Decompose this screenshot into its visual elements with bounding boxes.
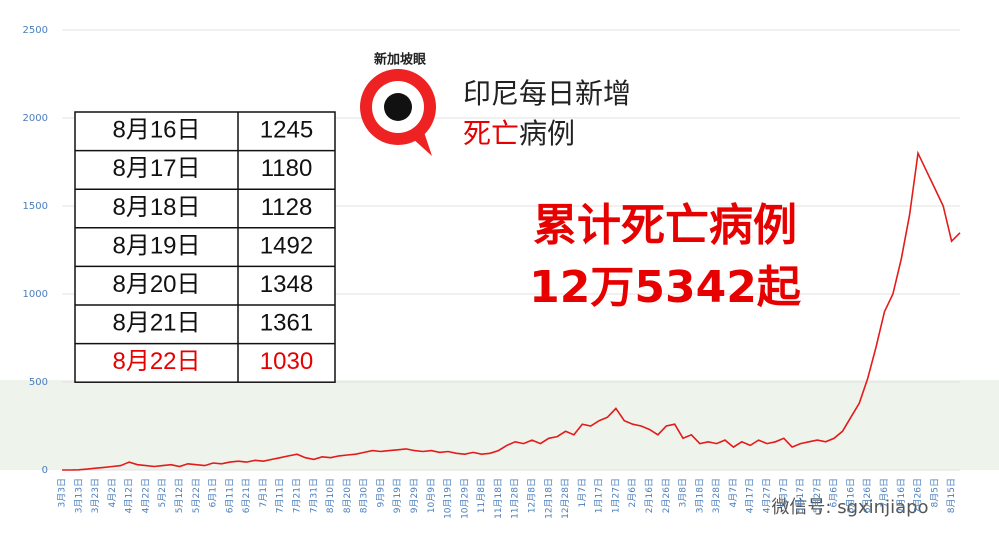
y-tick-label: 2500 bbox=[23, 25, 48, 36]
x-tick-label: 9月9日 bbox=[375, 478, 386, 507]
x-tick-label: 6月26日 bbox=[862, 478, 873, 513]
table-cell: 1361 bbox=[260, 310, 313, 337]
x-tick-label: 5月7日 bbox=[778, 478, 789, 507]
x-tick-label: 12月8日 bbox=[526, 478, 537, 513]
table-cell: 8月16日 bbox=[112, 117, 200, 144]
table-cell: 1492 bbox=[260, 232, 313, 259]
logo-tail bbox=[412, 132, 432, 156]
x-tick-label: 10月29日 bbox=[459, 478, 470, 519]
y-tick-label: 1000 bbox=[23, 289, 48, 300]
x-tick-label: 5月2日 bbox=[157, 478, 168, 507]
background-scenery bbox=[0, 380, 999, 470]
x-tick-label: 8月30日 bbox=[359, 478, 370, 513]
x-tick-label: 3月18日 bbox=[694, 478, 705, 513]
x-tick-label: 7月31日 bbox=[308, 478, 319, 513]
x-tick-label: 9月19日 bbox=[392, 478, 403, 513]
watermark: 微信号: sgxinjiapo bbox=[771, 497, 928, 518]
x-tick-label: 12月28日 bbox=[560, 478, 571, 519]
table-cell: 8月18日 bbox=[112, 194, 200, 221]
table-cell: 1348 bbox=[260, 271, 313, 298]
title-part: 病例 bbox=[519, 117, 575, 150]
logo: 新加坡眼 bbox=[360, 52, 436, 156]
x-tick-label: 10月19日 bbox=[443, 478, 454, 519]
x-tick-label: 5月12日 bbox=[174, 478, 185, 513]
x-tick-label: 1月17日 bbox=[594, 478, 605, 513]
x-tick-label: 2月16日 bbox=[644, 478, 655, 513]
headline: 累计死亡病例 bbox=[533, 200, 797, 251]
x-tick-label: 4月27日 bbox=[761, 478, 772, 513]
x-tick-label: 3月23日 bbox=[90, 478, 101, 513]
x-tick-label: 3月28日 bbox=[711, 478, 722, 513]
x-tick-label: 3月13日 bbox=[73, 478, 84, 513]
logo-text: 新加坡眼 bbox=[374, 52, 427, 68]
x-tick-label: 11月18日 bbox=[493, 478, 504, 519]
table-cell: 1128 bbox=[261, 194, 313, 221]
x-tick-label: 8月20日 bbox=[342, 478, 353, 513]
x-tick-label: 4月22日 bbox=[140, 478, 151, 513]
x-tick-label: 7月21日 bbox=[291, 478, 302, 513]
y-tick-label: 500 bbox=[29, 377, 48, 388]
x-tick-label: 6月6日 bbox=[829, 478, 840, 507]
table-background bbox=[74, 111, 336, 383]
y-tick-label: 2000 bbox=[23, 113, 48, 124]
x-tick-label: 4月2日 bbox=[107, 478, 118, 507]
x-tick-label: 11月8日 bbox=[476, 478, 487, 513]
x-tick-label: 8月10日 bbox=[325, 478, 336, 513]
x-tick-label: 4月12日 bbox=[124, 478, 135, 513]
x-tick-label: 7月26日 bbox=[913, 478, 924, 513]
table-cell: 1030 bbox=[260, 348, 313, 375]
x-tick-label: 3月8日 bbox=[678, 478, 689, 507]
x-tick-label: 9月29日 bbox=[409, 478, 420, 513]
table-cell: 8月20日 bbox=[112, 271, 200, 298]
x-tick-label: 12月18日 bbox=[543, 478, 554, 519]
x-tick-label: 11月28日 bbox=[510, 478, 521, 519]
title: 印尼每日新增 bbox=[463, 77, 631, 110]
x-tick-label: 7月11日 bbox=[275, 478, 286, 513]
x-tick-label: 2月26日 bbox=[661, 478, 672, 513]
x-tick-label: 6月21日 bbox=[241, 478, 252, 513]
x-tick-label: 8月15日 bbox=[946, 478, 957, 513]
table-cell: 8月19日 bbox=[112, 232, 200, 259]
table-cell: 1180 bbox=[261, 155, 313, 182]
x-tick-label: 3月3日 bbox=[57, 478, 68, 507]
line bbox=[62, 150, 961, 471]
x-tick-label: 7月16日 bbox=[896, 478, 907, 513]
x-tick-label: 5月22日 bbox=[191, 478, 202, 513]
x-tick-label: 5月17日 bbox=[795, 478, 806, 513]
table-cell: 8月21日 bbox=[112, 310, 200, 337]
table-cell: 8月22日 bbox=[112, 348, 200, 375]
x-tick-label: 6月1日 bbox=[208, 478, 219, 507]
headline: 12万5342起 bbox=[529, 262, 802, 313]
table-cell: 8月17日 bbox=[112, 155, 200, 182]
x-tick-label: 4月17日 bbox=[745, 478, 756, 513]
table-cell: 1245 bbox=[260, 117, 313, 144]
x-tick-label: 1月7日 bbox=[577, 478, 588, 507]
title-part: 死亡 bbox=[463, 117, 519, 150]
logo-eye bbox=[384, 93, 412, 121]
x-tick-label: 5月27日 bbox=[812, 478, 823, 513]
x-tick-label: 4月7日 bbox=[728, 478, 739, 507]
x-tick-label: 10月9日 bbox=[426, 478, 437, 513]
x-tick-label: 2月6日 bbox=[627, 478, 638, 507]
x-tick-label: 6月11日 bbox=[224, 478, 235, 513]
x-tick-label: 6月16日 bbox=[845, 478, 856, 513]
x-tick-label: 8月5日 bbox=[929, 478, 940, 507]
x-tick-label: 1月27日 bbox=[610, 478, 621, 513]
y-tick-label: 0 bbox=[42, 465, 48, 476]
x-tick-label: 7月6日 bbox=[879, 478, 890, 507]
title-line-2: 死亡病例 bbox=[463, 117, 575, 150]
y-tick-label: 1500 bbox=[23, 201, 48, 212]
x-tick-label: 7月1日 bbox=[258, 478, 269, 507]
